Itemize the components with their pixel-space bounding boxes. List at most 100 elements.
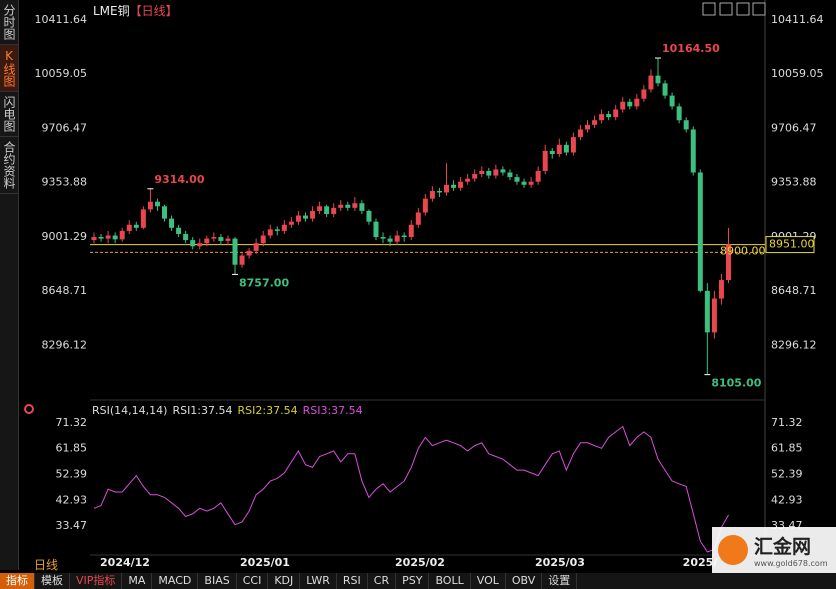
toolbar-item[interactable]: BOLL [429, 573, 471, 589]
toolbar-item[interactable]: OBV [506, 573, 543, 589]
candle-body [310, 210, 316, 219]
candle-body [697, 172, 703, 291]
x-tick-label: 2025/01 [240, 556, 290, 569]
candle-body [204, 238, 210, 244]
y-tick-label: 10059.05 [771, 67, 824, 80]
logo-url: www.gold678.com [754, 559, 828, 568]
candle-body [570, 137, 576, 153]
candle-body [169, 218, 175, 228]
toolbar-item[interactable]: VOL [471, 573, 506, 589]
y-tick-label: 10411.64 [771, 13, 824, 26]
header: LME铜【日线】 [93, 2, 178, 19]
sidebar-tab[interactable]: 闪电图 [0, 92, 18, 137]
candle-body [585, 124, 590, 130]
candle-body [444, 184, 449, 193]
candle-body [521, 181, 527, 185]
toolbar-item[interactable]: KDJ [268, 573, 301, 589]
candle-body [465, 178, 471, 182]
candle-body [183, 233, 189, 241]
toolbar-item[interactable]: RSI [337, 573, 368, 589]
y-tick-label: 10411.64 [35, 13, 88, 26]
toolbar-item[interactable]: 指标 [0, 573, 35, 589]
rsi-legend-item: RSI2:37.54 [237, 404, 298, 417]
candle-body [683, 120, 689, 130]
rsi-legend: RSI(14,14,14) RSI1:37.54 RSI2:37.54 RSI3:37… [92, 404, 363, 417]
candle-body [669, 95, 675, 107]
candle-body [211, 237, 217, 239]
toolbar-item[interactable]: MACD [152, 573, 199, 589]
candle-body [408, 224, 414, 238]
extreme-label: 9314.00 [154, 173, 204, 186]
y-tick-label: 61.85 [771, 442, 803, 455]
candle-body [98, 237, 104, 239]
y-tick-label: 33.47 [56, 519, 88, 532]
x-tick-label: 2025/02 [395, 556, 445, 569]
candle-body [535, 170, 541, 182]
toolbar-item[interactable]: MA [122, 573, 153, 589]
y-tick-label: 71.32 [56, 416, 88, 429]
candle-body [380, 237, 386, 239]
y-tick-label: 42.93 [56, 493, 88, 506]
candle-body [225, 238, 231, 241]
candle-body [140, 209, 146, 228]
toolbar-item[interactable]: 模板 [35, 573, 70, 589]
sidebar-tab[interactable]: 合约资料 [0, 137, 18, 194]
candle-body [422, 198, 428, 213]
candle-body [126, 224, 132, 231]
period: 【日线】 [129, 4, 178, 18]
candle-body [690, 129, 696, 173]
toolbar-icons[interactable] [702, 2, 766, 16]
rsi-icon[interactable] [24, 404, 34, 414]
candle-body [91, 237, 97, 241]
y-tick-label: 10059.05 [35, 67, 88, 80]
reference-label: 8900.00 [720, 244, 766, 257]
y-tick-label: 8648.71 [42, 284, 88, 297]
candle-body [662, 83, 668, 96]
candle-body [246, 250, 252, 256]
toolbar-item[interactable]: VIP指标 [70, 573, 123, 589]
rsi-line [93, 425, 729, 553]
y-tick-label: 9353.88 [771, 176, 817, 189]
x-tick-label: 2024/12 [100, 556, 150, 569]
extreme-label: 10164.50 [662, 42, 720, 55]
logo-name: 汇金网 [754, 536, 812, 558]
candle-body [338, 204, 344, 208]
candle-body [627, 101, 633, 107]
candle-body [613, 109, 619, 118]
candle-body [676, 106, 682, 121]
sidebar-tab[interactable]: 分时图 [0, 0, 18, 45]
toolbar-item[interactable]: BIAS [198, 573, 237, 589]
candle-body [592, 120, 598, 125]
candle-body [190, 240, 196, 247]
toolbar-item[interactable]: PSY [396, 573, 430, 589]
candle-body [133, 224, 139, 228]
candle-body [394, 235, 400, 242]
chart: 10411.64 10411.64 10059.05 10059.05 9706.47 9… [24, 0, 824, 570]
candle-body [281, 224, 287, 231]
candle-body [556, 144, 562, 155]
candle-body [641, 89, 647, 99]
candle-body [436, 190, 442, 193]
last-price-box [765, 236, 815, 254]
candle-body [577, 129, 583, 138]
candle-body [105, 235, 111, 239]
candle-body [542, 150, 548, 171]
toolbar-item[interactable]: LWR [300, 573, 337, 589]
y-tick-label: 71.32 [771, 416, 803, 429]
candle-body [493, 169, 499, 176]
toolbar-item[interactable]: CCI [237, 573, 269, 589]
logo: 汇金网 www.gold678.com [712, 527, 836, 573]
title: LME铜 [93, 4, 130, 18]
candle-body [507, 172, 513, 178]
toolbar-item[interactable]: 设置 [542, 573, 578, 589]
y-tick-label: 61.85 [56, 442, 88, 455]
sidebar-tab[interactable]: K线图 [0, 45, 18, 92]
toolbar-item[interactable]: CR [368, 573, 397, 589]
candle-body [401, 235, 407, 238]
candle-body [267, 229, 273, 236]
y-tick-label: 8296.12 [771, 338, 817, 351]
candle-body [253, 243, 259, 251]
candle-body [197, 243, 203, 247]
candle-body [726, 244, 731, 281]
candle-body [317, 206, 323, 211]
